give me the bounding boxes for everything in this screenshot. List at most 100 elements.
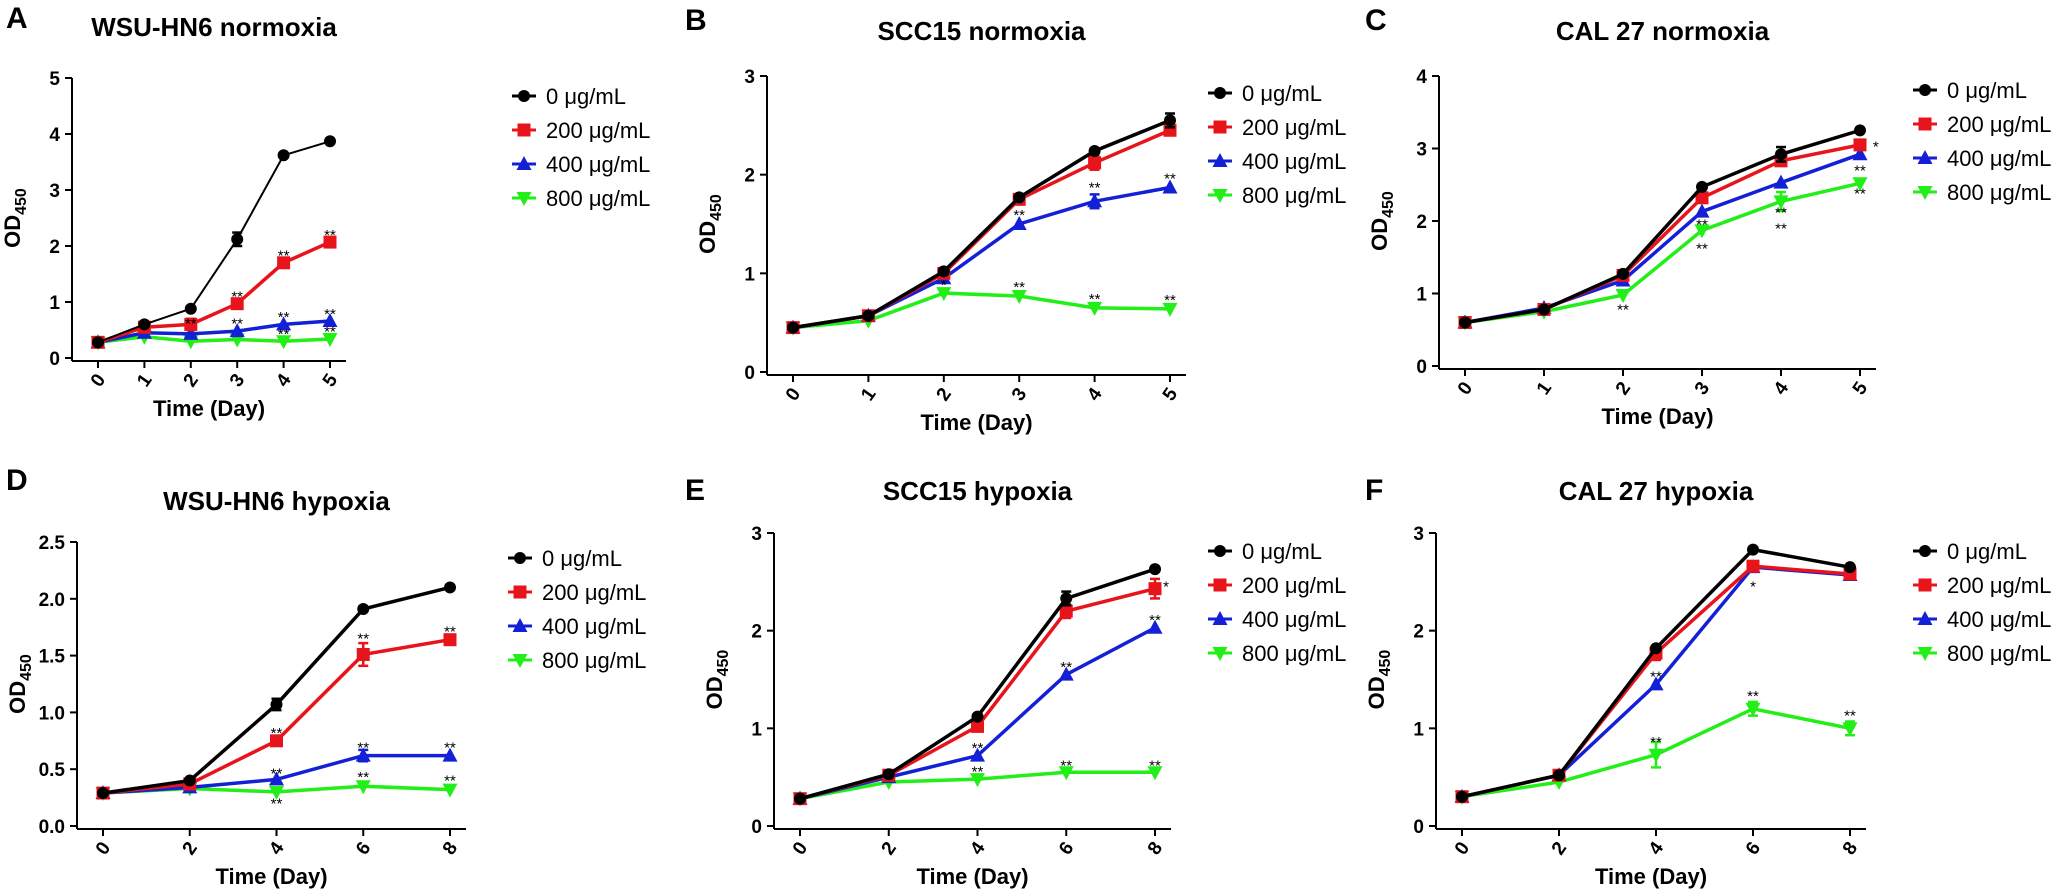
y-tick-label: 0.0 [39,817,65,838]
y-tick-label: 1 [49,293,60,314]
legend-marker [1214,545,1226,557]
y-tick-label: 3 [1413,524,1424,545]
y-tick-label: 0 [49,349,60,370]
panel-letter: B [685,4,707,37]
data-point [1059,604,1073,618]
data-point [356,647,370,661]
legend-marker [1213,120,1227,134]
data-point [1648,676,1664,691]
significance-mark: * [1163,579,1169,596]
y-axis-label-subscript: 450 [1380,191,1397,218]
significance-mark: ** [1775,220,1787,237]
significance-mark: ** [231,288,243,305]
significance-mark: ** [1060,659,1072,676]
y-tick-label: 3 [751,524,762,545]
significance-mark: ** [444,624,456,641]
x-tick-label: 0 [1454,378,1477,399]
data-point [1088,156,1102,170]
x-axis-label: Time (Day) [1601,404,1713,429]
data-point [1011,290,1027,305]
legend-label: 200 μg/mL [542,580,646,605]
series-800 [785,287,1178,336]
significance-mark: ** [1149,612,1161,629]
x-tick-label: 4 [272,370,296,391]
y-tick-label: 2 [1413,622,1424,643]
data-point [442,747,458,762]
legend-marker [516,192,532,206]
data-point [355,780,371,795]
series-line [792,291,1171,330]
x-tick-label: 2 [933,384,956,405]
data-point [323,235,337,249]
x-tick-label: 0 [782,384,805,405]
y-tick-label: 5 [49,69,60,90]
significance-mark: ** [1164,292,1176,309]
series-400 [785,179,1178,334]
data-point [1147,766,1163,781]
x-axis-label: Time (Day) [1595,864,1707,889]
data-point [1694,203,1710,218]
data-point [269,771,284,786]
legend-marker [1917,647,1933,661]
panel-f: F CAL 27 hypoxia 0 1 2 3 0 2 4 6 8 Time (Day) OD450 *… [1364,474,2051,889]
significance-mark: ** [1650,734,1662,751]
legend-marker [517,123,531,137]
significance-mark: ** [357,769,369,786]
chart-title: SCC15 hypoxia [883,476,1073,506]
data-point [183,325,199,340]
x-tick-label: 2 [1548,838,1571,859]
data-point [1011,216,1027,230]
series-800 [1457,177,1868,331]
data-point [1087,193,1103,208]
y-axis-label-main: OD [1364,676,1389,709]
series-line [1464,181,1861,325]
data-point [355,747,371,762]
legend-marker [1917,611,1933,625]
series-0 [92,135,336,349]
y-axis-label-main: OD [0,215,25,248]
y-tick-label: 0 [1413,817,1424,838]
data-point [937,265,950,278]
y-tick-label: 0 [1416,357,1427,378]
data-point [443,633,457,647]
legend-label: 400 μg/mL [1242,149,1346,174]
panel-letter: D [6,464,28,497]
data-point [1617,267,1629,280]
x-axis-label: Time (Day) [215,864,327,889]
y-axis-label: OD450 [702,650,732,710]
data-point [277,149,290,162]
panel-letter: F [1365,474,1383,507]
significance-mark: ** [1854,162,1866,179]
x-tick-label: 6 [1055,838,1078,859]
y-tick-label: 2 [751,622,762,643]
data-point [882,768,895,781]
legend-marker [1919,545,1931,557]
data-point [1087,301,1103,316]
significance-mark: ** [1013,279,1025,296]
data-point [357,603,370,616]
data-point [1615,288,1631,303]
y-tick-label: 2.5 [39,533,66,554]
data-point [1164,114,1176,127]
data-point [230,297,244,311]
x-tick-label: 2 [1612,378,1635,399]
y-axis-label-subscript: 450 [1377,650,1394,677]
x-tick-label: 0 [92,838,115,859]
data-point [322,313,338,328]
data-point [1149,563,1161,576]
data-point [1058,666,1074,681]
significance-mark: ** [1617,301,1629,318]
legend-label: 800 μg/mL [546,186,650,211]
data-point [1013,191,1026,204]
x-tick-label: 8 [1144,838,1167,859]
data-point [1746,559,1760,573]
data-point [92,336,104,349]
series-0 [1456,543,1856,803]
significance-mark: ** [444,740,456,757]
data-point [1162,179,1178,194]
significance-mark: * [1750,579,1756,596]
data-point [1854,124,1866,137]
x-tick-label: 3 [1691,378,1714,399]
data-point [1060,592,1073,605]
significance-mark: ** [1696,217,1708,234]
